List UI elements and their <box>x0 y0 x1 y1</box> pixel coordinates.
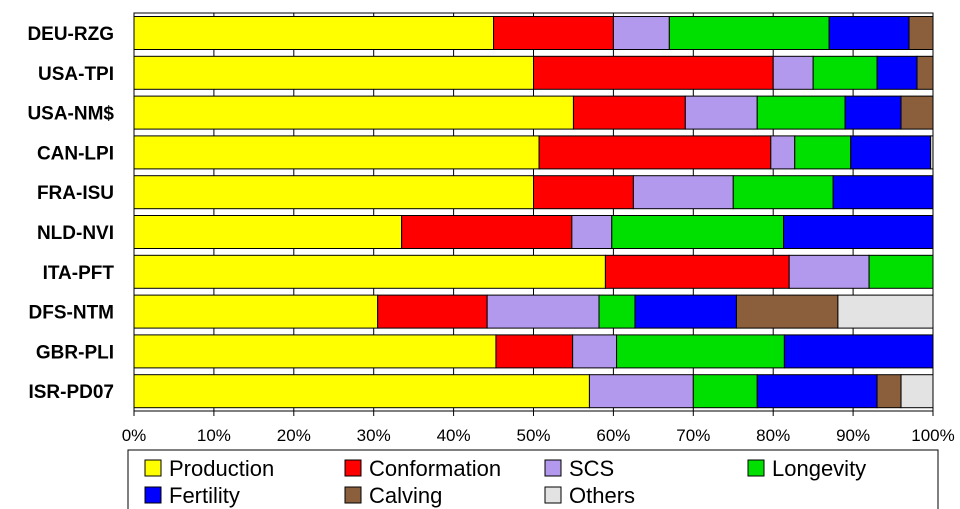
x-tick-label-9: 90% <box>836 426 870 445</box>
bar-usa-tpi-conformation: Conformation <box>533 55 774 90</box>
x-tick-label-2: 20% <box>277 426 311 445</box>
category-label-dfs-ntm: DFS-NTM <box>29 303 114 324</box>
bar-dfs-ntm-conformation: Conformation <box>377 294 488 329</box>
bar-isr-pd07-others: Others <box>900 374 934 409</box>
category-label-gbr-pli: GBR-PLI <box>36 342 114 363</box>
legend-swatch-production <box>144 459 162 477</box>
bar-usa-tpi-calving: Calving <box>916 55 934 90</box>
bar-can-lpi-scs: SCS <box>770 135 796 170</box>
x-tick-label-1: 10% <box>197 426 231 445</box>
bar-ita-pft-conformation: Conformation <box>604 254 790 289</box>
bar-deu-rzg-calving: Calving <box>908 16 934 50</box>
bar-can-lpi-conformation: Conformation <box>538 135 772 170</box>
bar-deu-rzg-fertility: Fertility <box>828 16 910 50</box>
legend-swatch-scs <box>544 459 562 477</box>
bar-can-lpi-others: Others <box>930 135 934 170</box>
legend-swatch-calving <box>344 486 362 504</box>
bar-isr-pd07-fertility: Fertility <box>756 374 878 409</box>
bar-usa-tpi-production: Production <box>133 55 534 90</box>
bar-gbr-pli-fertility: Fertility <box>783 334 934 369</box>
legend-label-others: Others <box>569 483 635 508</box>
bar-ita-pft-longevity: Longevity <box>868 254 934 289</box>
bar-deu-rzg-scs: SCS <box>612 16 670 50</box>
bar-fra-isu-production: Production <box>133 175 534 210</box>
bar-dfs-ntm-fertility: Fertility <box>634 294 737 329</box>
bar-deu-rzg-production: Production <box>133 16 495 50</box>
plot-frame <box>133 12 934 412</box>
bar-usa-nm-conformation: Conformation <box>572 95 686 130</box>
bar-can-lpi-longevity: Longevity <box>794 135 852 170</box>
legend: Production Conformation SCS Longevity Fertil… <box>127 449 939 509</box>
bar-fra-isu-scs: SCS <box>632 175 734 210</box>
bars: ProductionConformationSCSLongevityFertil… <box>133 16 934 409</box>
bar-nld-nvi-fertility: Fertility <box>783 215 934 249</box>
legend-label-longevity: Longevity <box>772 456 866 481</box>
bar-nld-nvi-scs: SCS <box>571 215 613 249</box>
bar-can-lpi-production: Production <box>133 135 540 170</box>
bar-dfs-ntm-production: Production <box>133 294 379 329</box>
x-tick-label-8: 80% <box>756 426 790 445</box>
bar-ita-pft-production: Production <box>133 254 606 289</box>
legend-swatch-fertility <box>144 486 162 504</box>
bar-gbr-pli-scs: SCS <box>572 334 618 369</box>
bar-usa-nm-calving: Calving <box>900 95 934 130</box>
legend-label-conformation: Conformation <box>369 456 501 481</box>
x-tick-label-4: 40% <box>437 426 471 445</box>
legend-label-production: Production <box>169 456 274 481</box>
category-label-ita-pft: ITA-PFT <box>43 263 115 284</box>
bar-isr-pd07-calving: Calving <box>876 374 902 409</box>
bar-dfs-ntm-scs: SCS <box>486 294 600 329</box>
bar-deu-rzg-longevity: Longevity <box>668 16 830 50</box>
bar-gbr-pli-conformation: Conformation <box>495 334 574 369</box>
x-tick-labels: 0% 10% 20% 30% 40% 50% 60% 70% 80% 90% 100% <box>122 426 955 445</box>
bar-usa-tpi-longevity: Longevity <box>812 55 878 90</box>
category-label-usa-nm: USA-NM$ <box>27 104 114 125</box>
category-label-usa-tpi: USA-TPI <box>38 64 114 85</box>
category-labels: DEU-RZG USA-TPI USA-NM$ CAN-LPI FRA-ISU NLD-N… <box>27 24 114 403</box>
bar-gbr-pli-longevity: Longevity <box>616 334 785 369</box>
bar-usa-nm-scs: SCS <box>684 95 758 130</box>
legend-swatch-others <box>544 486 562 504</box>
legend-label-fertility: Fertility <box>169 483 240 508</box>
bar-isr-pd07-production: Production <box>133 374 590 409</box>
x-tick-label-3: 30% <box>357 426 391 445</box>
legend-swatch-longevity <box>747 459 765 477</box>
bar-isr-pd07-longevity: Longevity <box>692 374 758 409</box>
bar-nld-nvi-conformation: Conformation <box>401 215 573 249</box>
x-tick-label-6: 60% <box>596 426 630 445</box>
bar-dfs-ntm-calving: Calving <box>735 294 839 329</box>
bar-fra-isu-conformation: Conformation <box>533 175 634 210</box>
legend-swatch-conformation <box>344 459 362 477</box>
bar-can-lpi-fertility: Fertility <box>850 135 932 170</box>
legend-box <box>127 449 939 509</box>
legend-label-scs: SCS <box>569 456 614 481</box>
bar-dfs-ntm-others: Others <box>837 294 934 329</box>
bar-deu-rzg-conformation: Conformation <box>493 16 614 50</box>
bar-fra-isu-longevity: Longevity <box>732 175 834 210</box>
bar-isr-pd07-scs: SCS <box>588 374 694 409</box>
category-label-isr-pd07: ISR-PD07 <box>28 382 114 403</box>
x-tick-label-5: 50% <box>516 426 550 445</box>
bar-gbr-pli-production: Production <box>133 334 497 369</box>
bar-usa-nm-fertility: Fertility <box>844 95 902 130</box>
x-tick-label-7: 70% <box>676 426 710 445</box>
bar-usa-tpi-fertility: Fertility <box>876 55 918 90</box>
legend-label-calving: Calving <box>369 483 442 508</box>
category-label-deu-rzg: DEU-RZG <box>27 24 114 45</box>
bar-fra-isu-fertility: Fertility <box>832 175 934 210</box>
x-tick-label-0: 0% <box>122 426 147 445</box>
bar-nld-nvi-longevity: Longevity <box>611 215 785 249</box>
bar-usa-tpi-scs: SCS <box>772 55 814 90</box>
bar-usa-nm-production: Production <box>133 95 574 130</box>
bar-dfs-ntm-longevity: Longevity <box>598 294 636 329</box>
bar-usa-nm-longevity: Longevity <box>756 95 846 130</box>
x-tick-label-10: 100% <box>911 426 954 445</box>
category-label-nld-nvi: NLD-NVI <box>37 223 114 244</box>
category-label-fra-isu: FRA-ISU <box>37 183 114 204</box>
bar-ita-pft-scs: SCS <box>788 254 870 289</box>
bar-nld-nvi-production: Production <box>133 215 403 249</box>
category-label-can-lpi: CAN-LPI <box>37 143 114 164</box>
